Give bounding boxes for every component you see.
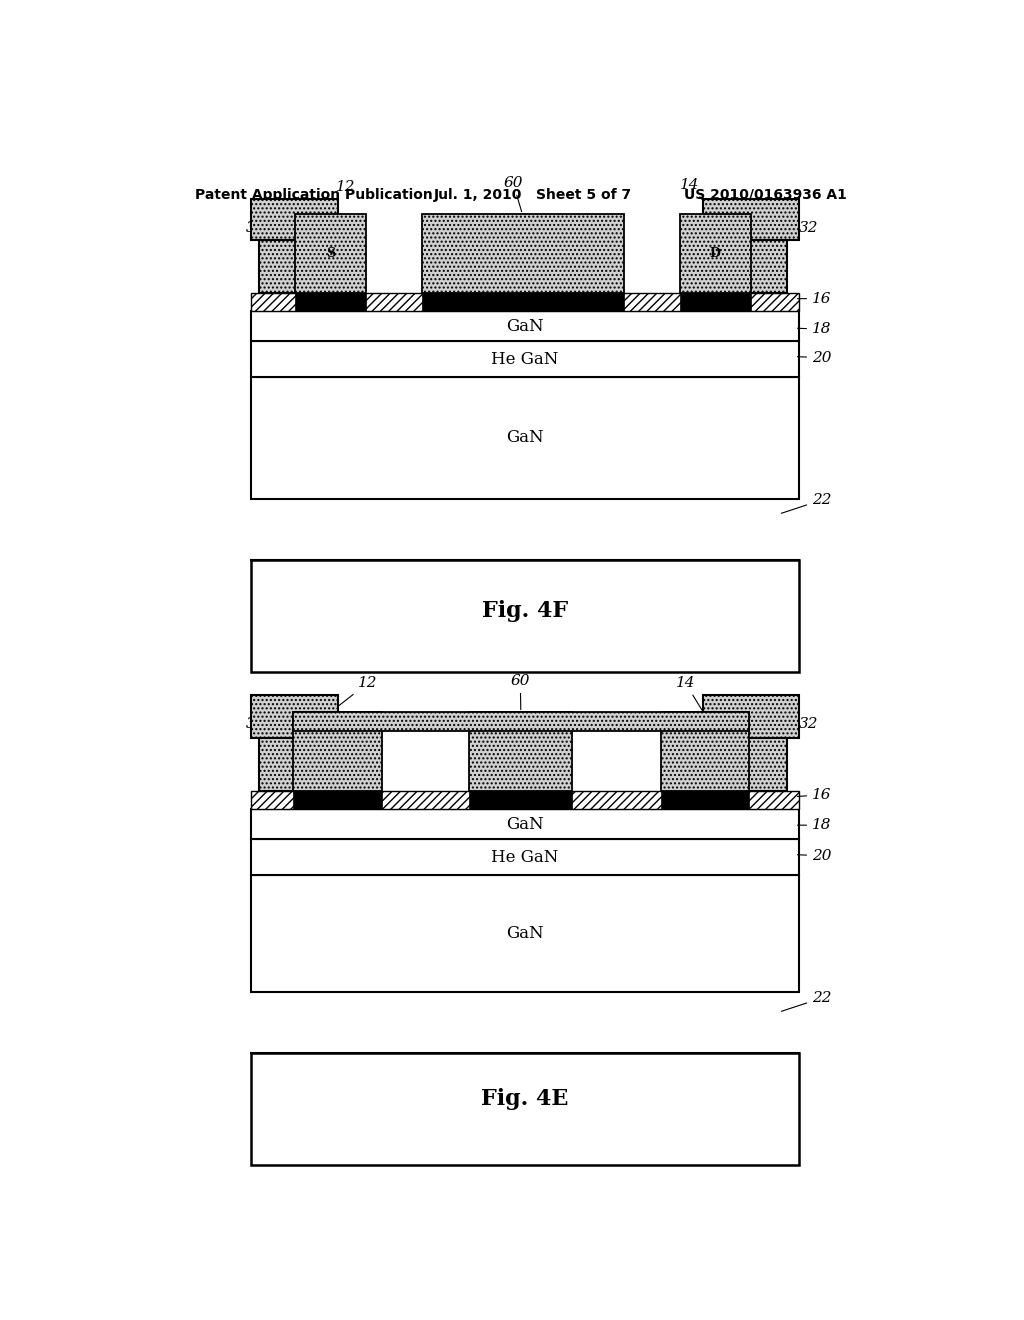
Text: 32: 32: [246, 220, 285, 235]
Bar: [723, 240, 786, 293]
Text: 14: 14: [676, 676, 701, 710]
Bar: [259, 738, 318, 791]
Bar: [295, 293, 367, 312]
Bar: [251, 293, 799, 312]
Text: 20: 20: [798, 849, 831, 863]
Text: 32: 32: [757, 220, 818, 235]
Text: Jul. 1, 2010   Sheet 5 of 7: Jul. 1, 2010 Sheet 5 of 7: [433, 187, 632, 202]
Bar: [662, 713, 749, 791]
Bar: [251, 199, 338, 240]
Text: GaN: GaN: [506, 816, 544, 833]
Text: US 2010/0163936 A1: US 2010/0163936 A1: [684, 187, 847, 202]
Bar: [259, 240, 318, 293]
Text: 32: 32: [246, 717, 285, 730]
Text: 20: 20: [798, 351, 831, 364]
Bar: [251, 840, 799, 875]
Text: GaN: GaN: [506, 925, 544, 942]
Text: D: D: [710, 247, 721, 260]
Bar: [251, 1053, 799, 1164]
Text: 18: 18: [798, 818, 831, 832]
Bar: [469, 713, 572, 791]
Text: 22: 22: [781, 492, 831, 513]
Text: GaN: GaN: [506, 318, 544, 334]
Text: 60: 60: [511, 675, 530, 710]
Text: 32: 32: [757, 717, 818, 730]
Bar: [251, 809, 799, 840]
Text: Patent Application Publication: Patent Application Publication: [196, 187, 433, 202]
Bar: [469, 791, 572, 809]
Bar: [422, 293, 624, 312]
Text: 12: 12: [325, 180, 355, 213]
Text: 18: 18: [798, 322, 831, 337]
Bar: [293, 713, 382, 791]
Text: GaN: GaN: [506, 429, 544, 446]
Bar: [251, 875, 799, 991]
Bar: [251, 312, 799, 342]
Bar: [723, 738, 786, 791]
Bar: [703, 199, 799, 240]
Bar: [295, 214, 367, 293]
Bar: [680, 293, 751, 312]
Bar: [293, 713, 749, 731]
Text: He GaN: He GaN: [492, 351, 558, 368]
Text: 60: 60: [504, 176, 523, 211]
Text: Fig. 4F: Fig. 4F: [481, 599, 568, 622]
Text: Fig. 4E: Fig. 4E: [481, 1088, 568, 1110]
Text: S: S: [326, 247, 335, 260]
Text: 22: 22: [781, 991, 831, 1011]
Bar: [251, 696, 338, 738]
Text: 16: 16: [798, 788, 831, 801]
Bar: [251, 560, 799, 672]
Bar: [422, 214, 624, 293]
Bar: [293, 791, 382, 809]
Bar: [251, 791, 799, 809]
Bar: [662, 791, 749, 809]
Bar: [680, 214, 751, 293]
Bar: [251, 342, 799, 378]
Text: He GaN: He GaN: [492, 849, 558, 866]
Bar: [703, 696, 799, 738]
Text: 12: 12: [333, 676, 378, 710]
Text: 16: 16: [798, 292, 831, 306]
Bar: [251, 378, 799, 499]
Text: 14: 14: [680, 178, 714, 213]
